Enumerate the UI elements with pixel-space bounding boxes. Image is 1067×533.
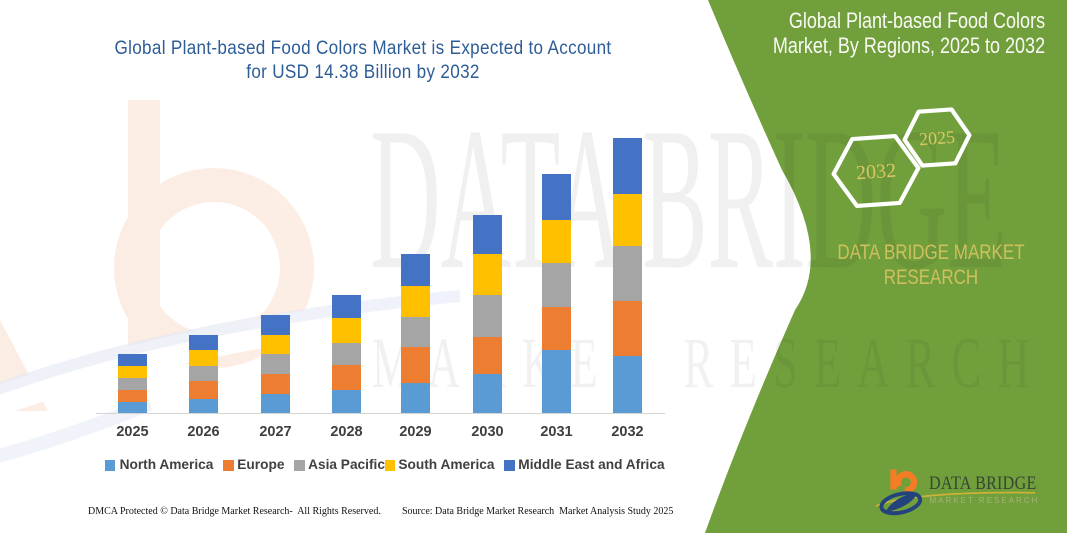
svg-text:2032: 2032 [855, 160, 896, 185]
svg-text:2025: 2025 [918, 127, 955, 149]
